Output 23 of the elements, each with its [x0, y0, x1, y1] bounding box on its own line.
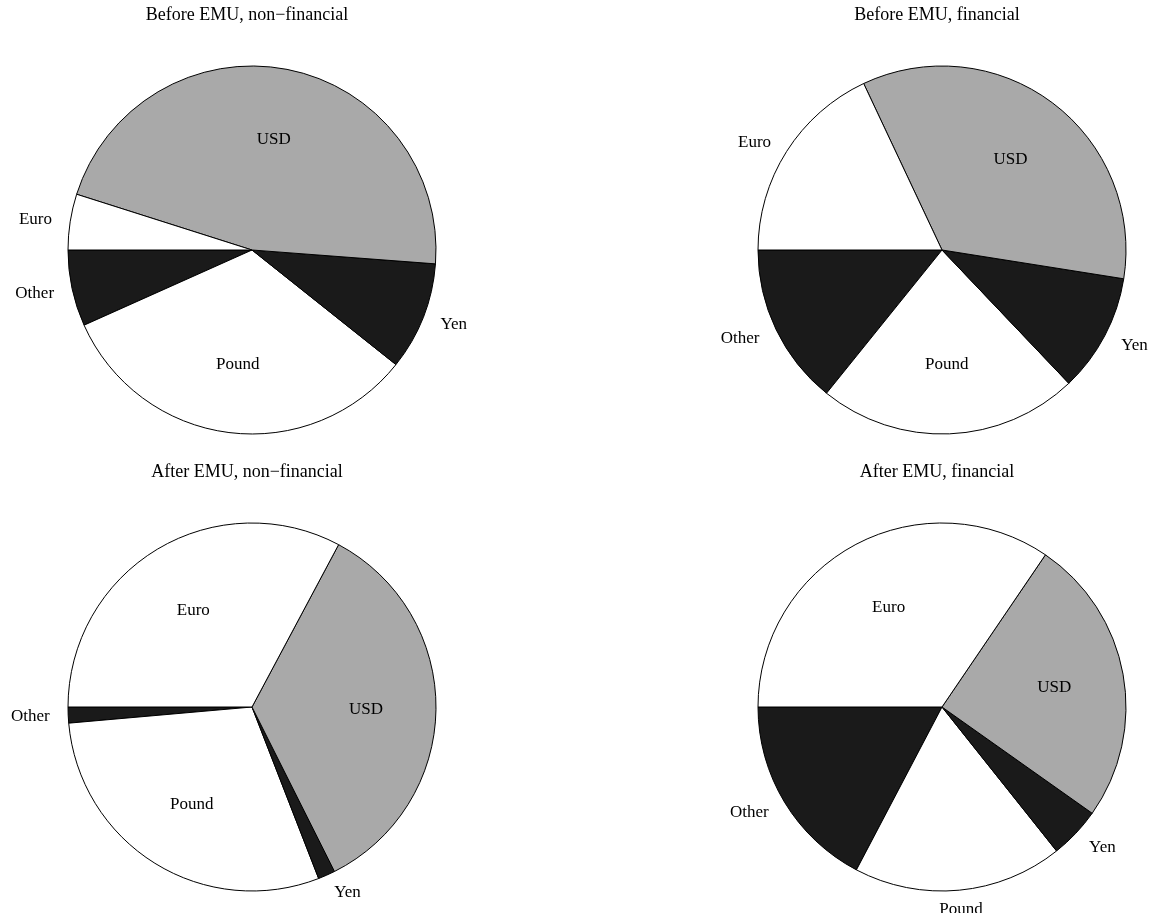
slice-label: Other — [720, 327, 760, 347]
slice-label: Euro — [738, 132, 772, 152]
slice-label: Euro — [872, 596, 906, 616]
slice-label: Other — [15, 282, 55, 302]
slice-label: Euro — [176, 599, 210, 619]
slice-label: Pound — [924, 354, 969, 374]
slice-label: USD — [256, 128, 291, 148]
slice-label: Pound — [170, 793, 214, 813]
chart-title: After EMU, financial — [858, 460, 1016, 482]
slice-label: Yen — [440, 314, 468, 334]
slice-label: Yen — [1121, 334, 1149, 354]
chart-title: After EMU, non−financial — [150, 460, 344, 482]
slice-label: Euro — [18, 209, 52, 229]
slice-label: Other — [11, 705, 51, 725]
slice-label: Pound — [215, 353, 260, 373]
slice-label: Yen — [334, 881, 362, 901]
slice-label: USD — [1037, 676, 1072, 696]
slice-label: USD — [993, 149, 1028, 169]
slice-label: Yen — [1089, 836, 1117, 856]
chart-title: Before EMU, non−financial — [144, 4, 350, 25]
slice-label: USD — [349, 698, 384, 718]
chart-title: Before EMU, financial — [853, 4, 1021, 25]
slice-label: Other — [730, 801, 770, 821]
